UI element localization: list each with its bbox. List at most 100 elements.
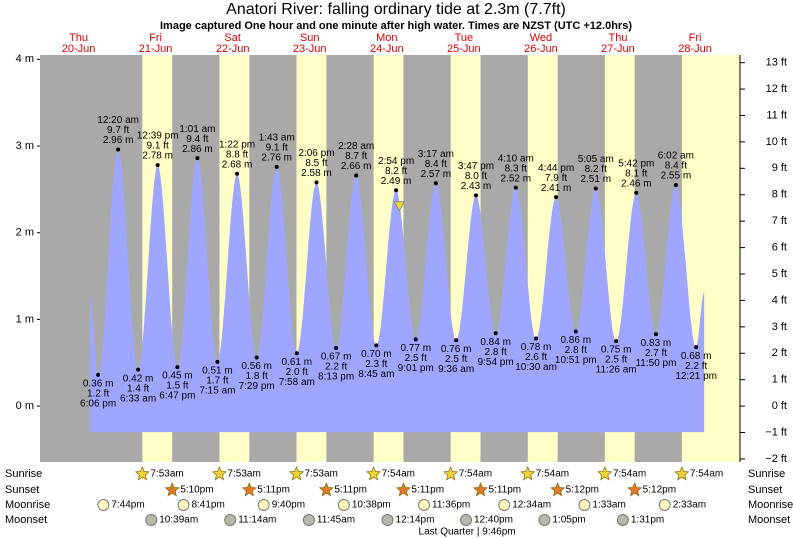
tide-time: 11:50 pm	[635, 358, 676, 369]
y-tick-label: 1 m	[16, 313, 34, 325]
tide-extreme	[195, 156, 200, 161]
tide-time: 1:01 am	[179, 124, 215, 135]
height-m: 0.36 m	[83, 379, 114, 390]
chart-title: Anatori River: falling ordinary tide at …	[226, 1, 566, 18]
sunset-label-right: Sunset	[748, 484, 782, 496]
height-ft: 2.8 ft	[485, 347, 507, 358]
tide-extreme	[314, 180, 319, 185]
tide-time: 12:20 am	[97, 115, 139, 126]
sunrise-icon	[674, 466, 690, 481]
moonset-icon	[538, 514, 551, 526]
tide-extreme	[254, 355, 259, 360]
height-ft: 1.7 ft	[206, 376, 228, 387]
height-ft: 9.4 ft	[186, 134, 208, 145]
height-m: 0.76 m	[441, 344, 472, 355]
height-m: 2.76 m	[261, 152, 292, 163]
height-m: 0.83 m	[641, 338, 672, 349]
height-ft: 8.2 ft	[585, 164, 607, 175]
tide-time: 1:43 am	[259, 132, 295, 143]
tide-extreme	[573, 329, 578, 334]
moonrise-label-right: Moonrise	[748, 499, 793, 511]
height-ft: 2.2 ft	[685, 361, 707, 372]
tide-extreme	[334, 346, 339, 351]
sunrise-time: 7:54am	[459, 469, 492, 480]
tide-time: 7:15 am	[199, 386, 235, 397]
sunset-time: 5:10pm	[180, 485, 213, 496]
tide-extreme	[493, 331, 498, 336]
y-tick-label: 3 m	[16, 140, 34, 152]
moonrise-label: Moonrise	[5, 499, 50, 511]
tide-extreme	[374, 343, 379, 348]
tide-time: 10:30 am	[515, 362, 557, 373]
day-weekday: Sat	[224, 32, 241, 44]
height-m: 2.57 m	[421, 169, 452, 180]
moonset-icon	[460, 514, 473, 526]
sunset-icon	[318, 482, 334, 497]
y2-tick-label: 3 ft	[772, 321, 787, 333]
moonrise-icon	[658, 499, 671, 511]
tide-extreme	[473, 193, 478, 198]
moonrise-time: 11:36pm	[432, 500, 470, 511]
sunrise-time: 7:54am	[613, 469, 646, 480]
tide-extreme	[593, 186, 598, 191]
y2-tick-label: 12 ft	[766, 83, 787, 95]
tide-extreme	[394, 188, 399, 193]
tide-time: 11:26 am	[596, 365, 637, 376]
moonset-time: 1:31pm	[631, 515, 664, 526]
height-m: 0.45 m	[162, 371, 193, 382]
height-ft: 8.1 ft	[625, 168, 647, 179]
moonset-icon	[302, 514, 315, 526]
tide-extreme	[454, 338, 459, 343]
tide-time: 9:36 am	[438, 364, 474, 375]
sunset-time: 5:12pm	[643, 485, 676, 496]
height-ft: 2.0 ft	[286, 367, 308, 378]
height-m: 2.46 m	[621, 178, 652, 189]
day-date: 24-Jun	[370, 43, 404, 55]
tide-extreme	[136, 367, 141, 372]
height-m: 0.68 m	[681, 351, 712, 362]
sunrise-icon	[443, 466, 459, 481]
height-m: 2.58 m	[301, 168, 332, 179]
tide-extreme	[634, 190, 639, 195]
moonrise-icon	[177, 499, 190, 511]
sunrise-time: 7:54am	[690, 469, 723, 480]
tide-extreme	[653, 332, 658, 337]
day-weekday: Thu	[608, 32, 627, 44]
height-m: 2.51 m	[580, 174, 611, 185]
height-m: 0.86 m	[560, 335, 591, 346]
moonrise-icon	[97, 499, 110, 511]
day-weekday: Thu	[69, 32, 88, 44]
moonset-label: Moonset	[5, 514, 47, 526]
moonrise-icon	[418, 499, 431, 511]
tide-extreme	[413, 337, 418, 342]
sunset-icon	[472, 482, 488, 497]
moonset-time: 12:14pm	[396, 515, 435, 526]
tide-time: 1:22 pm	[219, 139, 255, 150]
sunset-time: 5:11pm	[334, 485, 367, 496]
day-date: 26-Jun	[524, 43, 558, 55]
height-ft: 8.7 ft	[345, 151, 367, 162]
sunset-label: Sunset	[5, 484, 39, 496]
height-ft: 8.0 ft	[465, 171, 487, 182]
tide-extreme	[96, 372, 101, 377]
day-weekday: Sun	[300, 32, 320, 44]
day-weekday: Fri	[689, 32, 702, 44]
moonrise-time: 12:34am	[512, 500, 551, 511]
sunset-time: 5:12pm	[566, 485, 599, 496]
y-tick-label: 0 m	[16, 400, 34, 412]
moonrise-time: 7:44pm	[111, 500, 144, 511]
tide-extreme	[294, 351, 299, 356]
moonrise-icon	[337, 499, 350, 511]
height-m: 2.86 m	[182, 144, 213, 155]
height-m: 0.78 m	[521, 342, 552, 353]
tide-extreme	[354, 173, 359, 178]
day-date: 28-Jun	[678, 43, 712, 55]
tide-time: 2:54 pm	[378, 156, 414, 167]
tide-time: 9:01 pm	[398, 363, 434, 374]
tide-time: 12:21 pm	[675, 371, 717, 382]
tide-extreme	[554, 195, 559, 200]
day-date: 27-Jun	[601, 43, 635, 55]
height-ft: 1.2 ft	[87, 389, 109, 400]
height-m: 0.77 m	[400, 343, 431, 354]
